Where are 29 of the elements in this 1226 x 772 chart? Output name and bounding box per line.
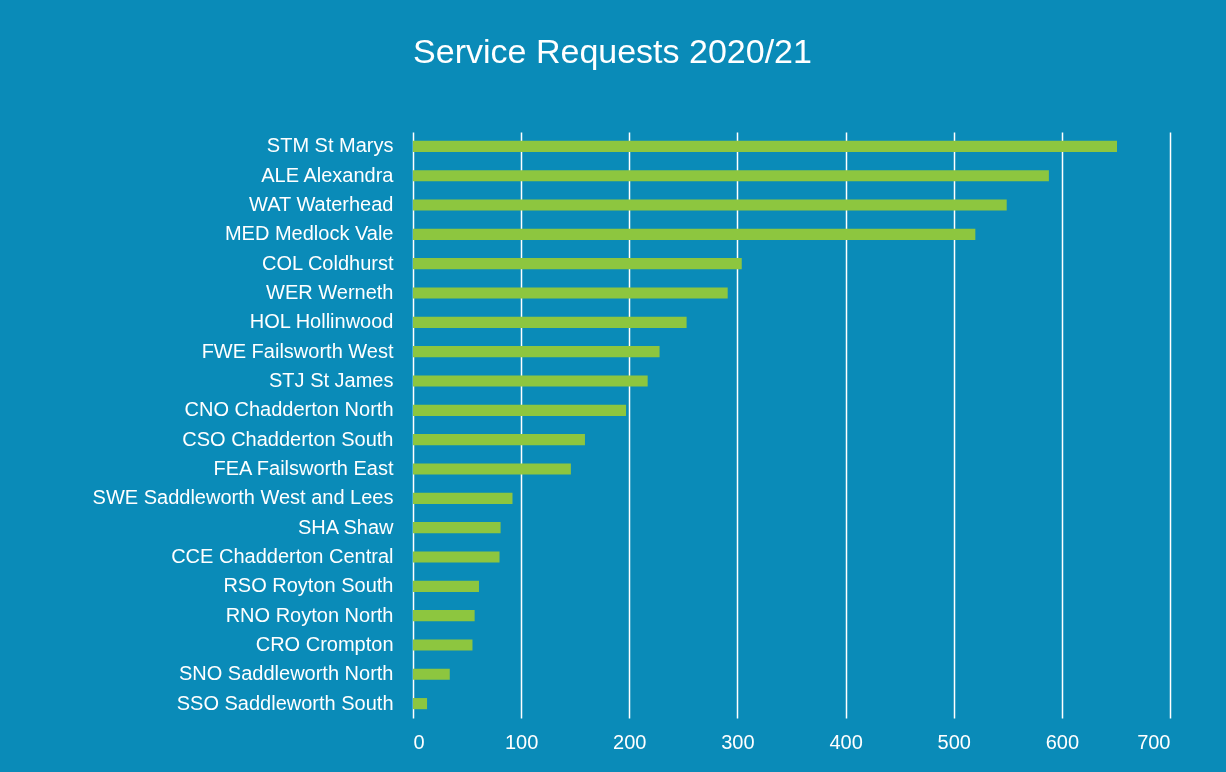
x-tick-label: 700	[1137, 730, 1171, 753]
y-tick-label: CRO Crompton	[255, 632, 394, 655]
y-tick-label: COL Coldhurst	[261, 251, 394, 274]
y-tick-label: HOL Hollinwood	[249, 310, 394, 333]
chart-title: Service Requests 2020/21	[413, 32, 812, 70]
x-tick-label: 100	[504, 730, 539, 753]
x-tick-label: 600	[1045, 730, 1080, 753]
y-tick-label: FWE Failsworth West	[201, 339, 394, 362]
y-tick-label: RSO Royton South	[223, 574, 394, 597]
x-tick-label: 400	[829, 730, 863, 753]
y-tick-label: CCE Chadderton Central	[171, 544, 394, 567]
x-tick-label: 500	[937, 730, 971, 753]
y-tick-label: SWE Saddleworth West and Lees	[92, 486, 394, 509]
x-tick-label: 200	[613, 730, 647, 753]
y-tick-label: SHA Shaw	[297, 515, 395, 538]
y-tick-label: WAT Waterhead	[249, 193, 394, 216]
x-tick-label: 300	[721, 730, 755, 753]
y-tick-label: SSO Saddleworth South	[176, 691, 394, 714]
y-tick-label: ALE Alexandra	[261, 163, 395, 186]
x-tick-label: 0	[413, 730, 425, 753]
y-tick-label: WER Werneth	[266, 281, 394, 304]
y-tick-label: RNO Royton North	[225, 603, 394, 626]
y-tick-label: CSO Chadderton South	[182, 427, 394, 450]
y-tick-label: STJ St James	[269, 369, 394, 392]
y-tick-label: MED Medlock Vale	[224, 222, 394, 245]
y-tick-label: FEA Failsworth East	[213, 456, 394, 479]
y-tick-label: STM St Marys	[266, 134, 394, 157]
y-tick-label: CNO Chadderton North	[184, 398, 394, 421]
y-tick-label: SNO Saddleworth North	[178, 662, 394, 685]
